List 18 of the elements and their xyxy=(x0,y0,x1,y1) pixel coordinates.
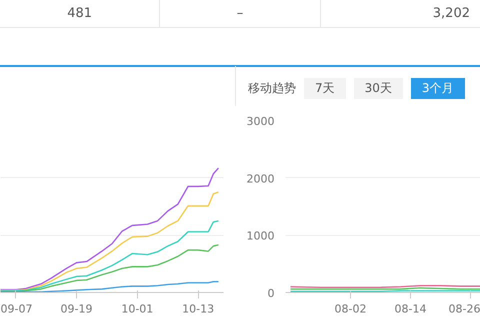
text: 7天 xyxy=(304,78,346,100)
y-tick-label: 3000 xyxy=(246,115,275,128)
y-tick-label: 2000 xyxy=(246,172,275,186)
chart-title: 移动趋势 xyxy=(248,81,296,95)
text: 3,202 xyxy=(432,5,471,23)
x-tick-label: 08-14 xyxy=(394,302,426,316)
x-tick-label: 09-19 xyxy=(60,302,93,316)
text: 481 xyxy=(0,0,160,27)
text: 3个月 xyxy=(410,78,465,100)
text: 30天 xyxy=(354,78,403,100)
text: – xyxy=(160,0,321,27)
x-tick-label: 08-26 xyxy=(448,302,480,316)
x-tick-label: 09-07 xyxy=(0,302,32,316)
y-tick-label: 1000 xyxy=(246,230,275,243)
x-tick-label: 10-13 xyxy=(182,302,214,316)
y-tick-label: 0 xyxy=(268,287,274,300)
x-tick-label: 08-02 xyxy=(334,302,366,316)
x-tick-label: 10-01 xyxy=(121,302,154,316)
